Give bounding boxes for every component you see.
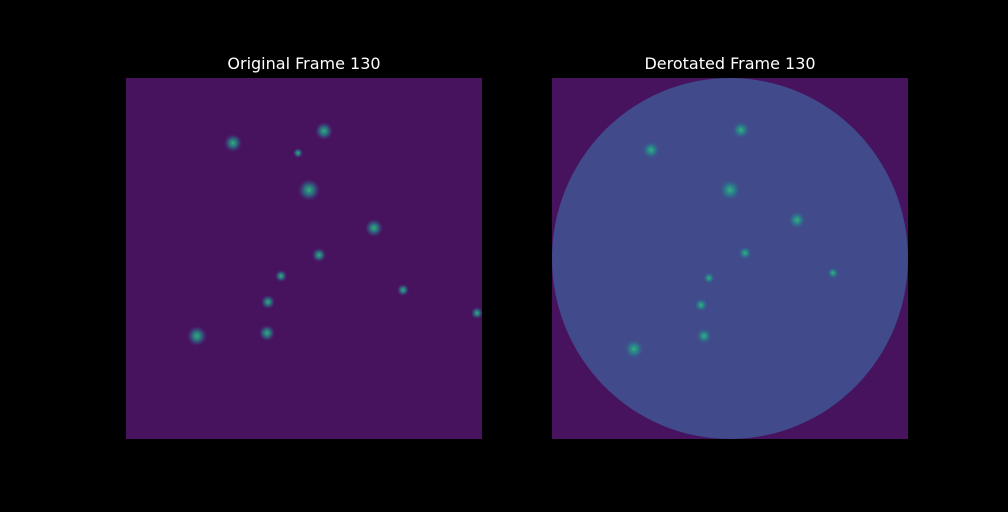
original-stars	[187, 122, 483, 346]
derotated-field	[552, 78, 908, 439]
original-image	[126, 78, 482, 439]
derotated-stars	[624, 121, 839, 359]
panel-title: Derotated Frame 130	[644, 54, 815, 73]
panel-title: Original Frame 130	[227, 54, 380, 73]
